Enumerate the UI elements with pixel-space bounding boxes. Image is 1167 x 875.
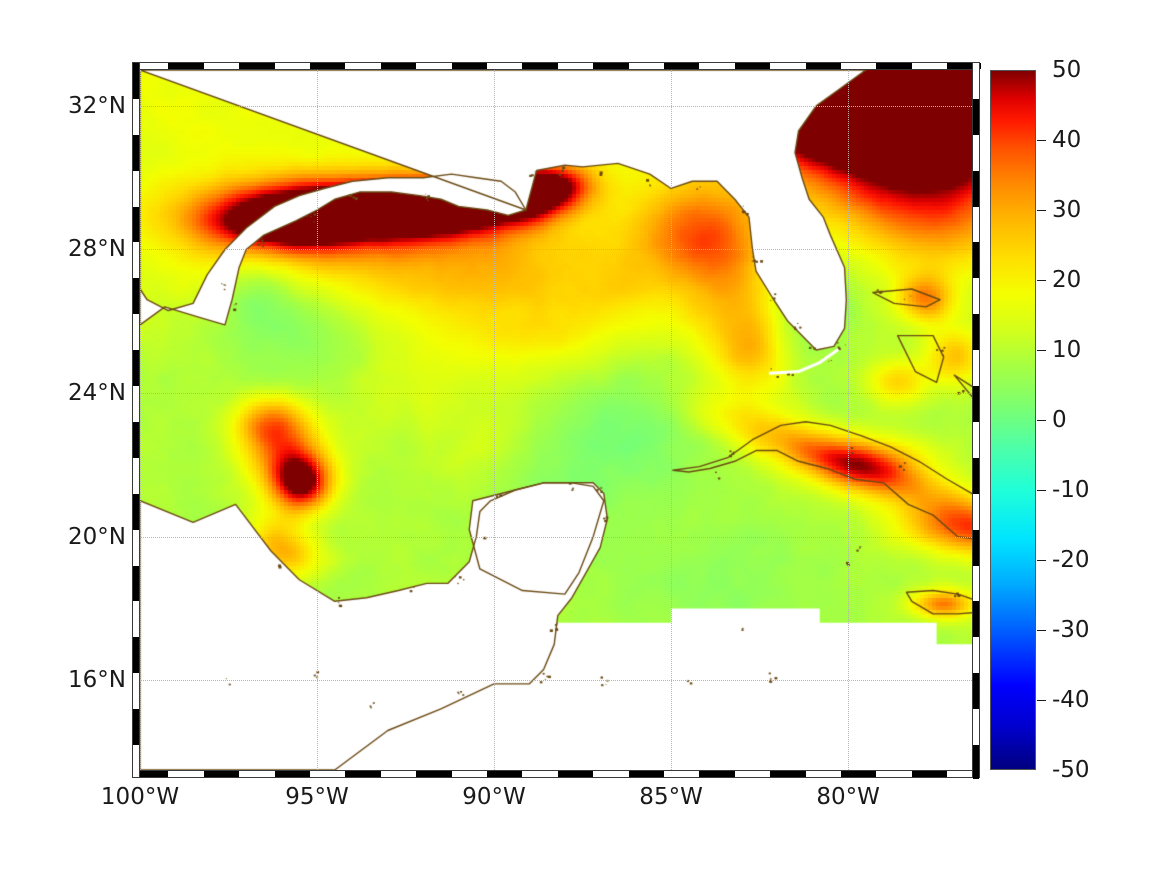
frame-checker-segment xyxy=(310,63,346,69)
colorbar-label--50: -50 xyxy=(1052,757,1090,783)
frame-checker-segment xyxy=(973,170,979,207)
frame-checker-segment xyxy=(133,771,169,777)
lat-tick-label-32: 32°N xyxy=(68,92,126,119)
lon-tick-label-80: 80°W xyxy=(816,784,880,810)
frame-checker-segment xyxy=(274,771,310,777)
colorbar-label-10: 10 xyxy=(1052,337,1082,363)
frame-checker-segment xyxy=(947,63,981,69)
colorbar-label-40: 40 xyxy=(1052,127,1082,153)
colorbar-tick-mark-0 xyxy=(1037,420,1046,421)
colorbar-tick-mark--30 xyxy=(1037,630,1046,631)
frame-checker-segment xyxy=(973,745,979,779)
frame-checker-segment xyxy=(593,63,629,69)
frame-checker-segment xyxy=(911,771,948,777)
frame-checker-segment xyxy=(522,63,558,69)
frame-bottom-bar xyxy=(132,770,980,778)
frame-checker-segment xyxy=(133,206,139,243)
colorbar-tick-mark-10 xyxy=(1037,350,1046,351)
frame-checker-segment xyxy=(133,63,139,99)
lon-tick-label-85: 85°W xyxy=(639,784,703,810)
frame-checker-segment xyxy=(973,314,979,351)
frame-right-bar xyxy=(972,62,980,779)
frame-checker-segment xyxy=(664,63,700,69)
frame-checker-segment xyxy=(805,63,842,69)
colorbar-label-0: 0 xyxy=(1052,407,1067,433)
colorbar-tick-mark-30 xyxy=(1037,210,1046,211)
frame-checker-segment xyxy=(133,278,139,315)
frame-checker-segment xyxy=(345,771,381,777)
colorbar-label--30: -30 xyxy=(1052,617,1090,643)
frame-checker-segment xyxy=(973,529,979,566)
frame-checker-segment xyxy=(380,63,417,69)
colorbar-label--40: -40 xyxy=(1052,687,1090,713)
frame-checker-segment xyxy=(734,63,771,69)
frame-top-bar xyxy=(132,62,981,70)
frame-checker-segment xyxy=(770,771,806,777)
frame-checker-segment xyxy=(133,709,139,746)
frame-checker-segment xyxy=(876,63,912,69)
colorbar[interactable]: 50 40 30 20 10 0 -10 -20 -30 -40 -50 xyxy=(990,57,1090,783)
frame-checker-segment xyxy=(628,771,665,777)
lat-tick-label-16: 16°N xyxy=(68,667,126,694)
colorbar-label--10: -10 xyxy=(1052,477,1090,503)
map-axes[interactable] xyxy=(140,70,972,770)
frame-checker-segment xyxy=(133,421,139,458)
frame-checker-segment xyxy=(133,637,139,674)
frame-checker-segment xyxy=(973,386,979,422)
lon-tick-label-95: 95°W xyxy=(285,784,349,810)
frame-checker-segment xyxy=(239,63,275,69)
lat-tick-label-28: 28°N xyxy=(68,236,126,263)
frame-checker-segment xyxy=(973,242,979,279)
frame-checker-segment xyxy=(133,493,139,530)
frame-checker-segment xyxy=(133,350,139,387)
lon-tick-label-100: 100°W xyxy=(100,784,180,810)
frame-checker-segment xyxy=(973,98,979,135)
frame-checker-segment xyxy=(133,565,139,602)
frame-checker-segment xyxy=(451,63,488,69)
frame-checker-segment xyxy=(416,771,452,777)
frame-checker-segment xyxy=(557,771,594,777)
frame-checker-segment xyxy=(973,601,979,638)
frame-checker-segment xyxy=(203,771,240,777)
frame-checker-segment xyxy=(841,771,877,777)
frame-left-bar xyxy=(132,62,140,778)
geographic-heatmap-raster xyxy=(140,70,972,770)
colorbar-tick-mark--40 xyxy=(1037,700,1046,701)
frame-checker-segment xyxy=(973,457,979,494)
colorbar-label-30: 30 xyxy=(1052,197,1082,223)
lon-tick-label-90: 90°W xyxy=(462,784,526,810)
frame-checker-segment xyxy=(973,673,979,710)
colorbar-tick-mark-20 xyxy=(1037,280,1046,281)
colorbar-tick-mark-40 xyxy=(1037,140,1046,141)
colorbar-gradient xyxy=(990,70,1036,770)
colorbar-label--20: -20 xyxy=(1052,547,1090,573)
lat-tick-label-24: 24°N xyxy=(68,380,126,407)
frame-checker-segment xyxy=(699,771,735,777)
colorbar-label-20: 20 xyxy=(1052,267,1082,293)
frame-checker-segment xyxy=(487,771,523,777)
frame-checker-segment xyxy=(168,63,204,69)
colorbar-tick-mark--10 xyxy=(1037,490,1046,491)
colorbar-tick-mark--20 xyxy=(1037,560,1046,561)
frame-checker-segment xyxy=(133,134,139,171)
lat-tick-label-20: 20°N xyxy=(68,523,126,550)
colorbar-label-50: 50 xyxy=(1052,57,1082,83)
